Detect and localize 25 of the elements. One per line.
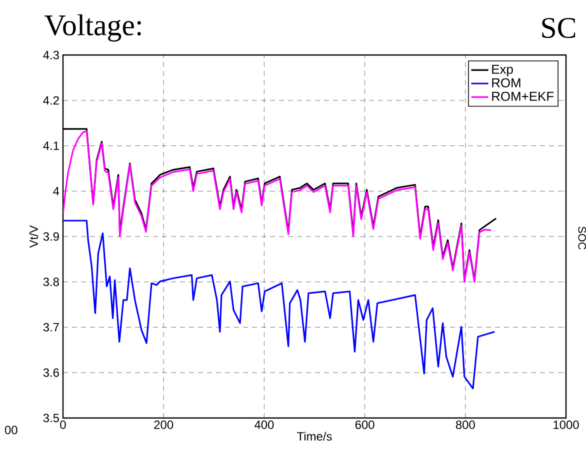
y-tick-label: 4.1 <box>43 142 59 150</box>
x-tick-label: 0 <box>60 420 66 429</box>
y-tick-label: 3.7 <box>43 323 59 332</box>
x-tick-label: 1000 <box>554 420 579 429</box>
y-tick-label: 3.5 <box>43 414 59 422</box>
y-tick-label: 4 <box>53 187 60 196</box>
x-tick-label: 200 <box>154 420 174 429</box>
text: SC <box>542 18 576 38</box>
y-tick-label: 3.6 <box>43 368 59 377</box>
text: 00 <box>4 426 18 434</box>
line-series <box>63 220 496 390</box>
legend-label: ROM <box>492 78 520 88</box>
x-tick-label: 600 <box>355 420 374 429</box>
chart-title: Voltage: <box>44 14 141 42</box>
x-tick-label: 800 <box>456 420 475 429</box>
y-tick-label: 3.8 <box>43 278 59 286</box>
text: SOC <box>578 226 586 250</box>
y-tick-label: 3.9 <box>43 232 59 241</box>
y-tick-label: 4.2 <box>43 96 59 105</box>
x-axis-title: Time/s <box>297 432 332 441</box>
legend-label: Exp <box>492 64 513 76</box>
y-axis-title: Vt/V <box>29 225 38 248</box>
legend-label: ROM+EKF <box>492 92 554 101</box>
y-tick-label: 4.3 <box>43 50 59 60</box>
x-tick-label: 400 <box>254 420 274 429</box>
